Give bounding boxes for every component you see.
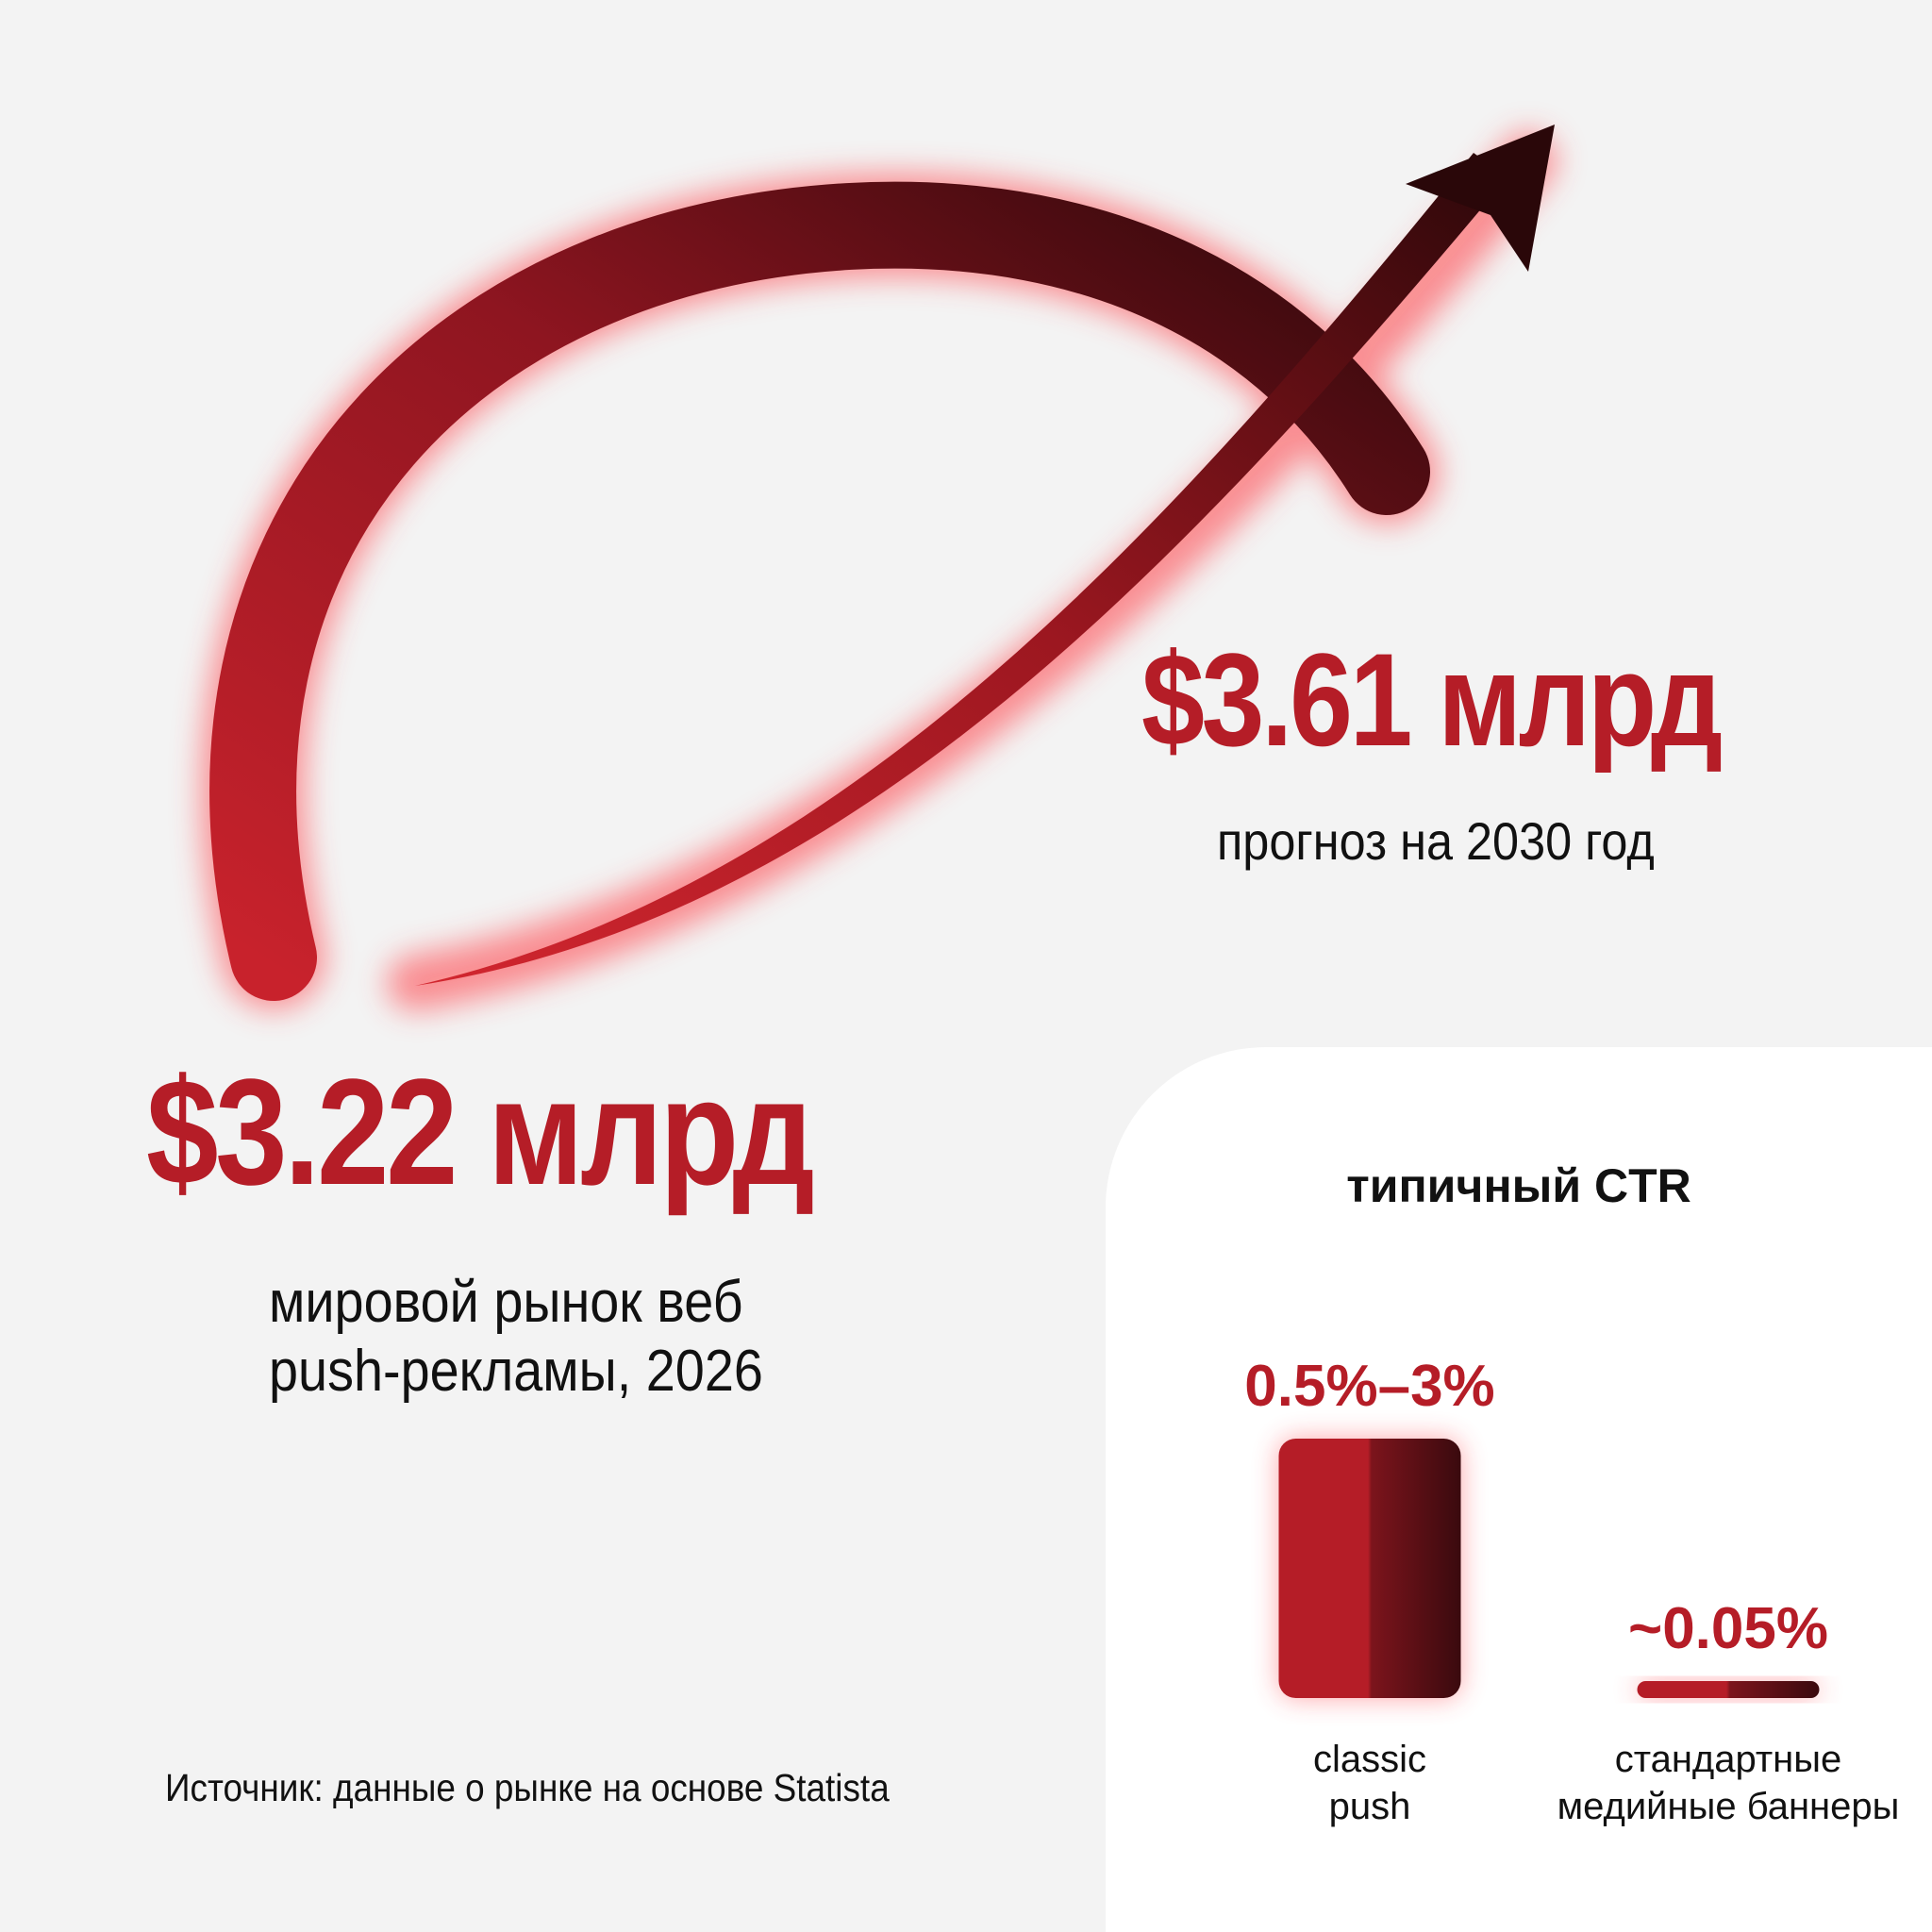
ctr-bar [1278,1439,1461,1698]
arrow-head [1406,125,1555,272]
source-note: Источник: данные о рынке на основе Stati… [165,1766,890,1809]
bar-category-label: classic [1313,1739,1426,1780]
market-value: $3.22 млрд [146,1047,815,1216]
ctr-chart-title: типичный CTR [1346,1159,1691,1212]
market-caption: мировой рынок веб push-рекламы, 2026 [269,1269,821,1406]
forecast-caption: прогноз на 2030 год [1217,811,1655,871]
bar-category-label: push [1329,1786,1411,1827]
forecast-value: $3.61 млрд [1141,625,1723,774]
ctr-bar-chart: 0.5%–3% classic push ~0.05% стандартные медий… [1244,1354,1900,1827]
bar-category-label: стандартные [1615,1739,1842,1780]
ctr-bar [1637,1681,1820,1698]
ctr-panel: типичный CTR 0.5%–3% classic push ~0.05% ста… [1106,1047,1932,1932]
bar-category-label: медийные баннеры [1557,1786,1900,1827]
growth-arc [209,181,1430,1001]
bar-value-label: ~0.05% [1628,1596,1828,1661]
bar-value-label: 0.5%–3% [1244,1354,1494,1419]
market-caption-line1: мировой рынок веб [269,1270,743,1335]
market-caption-line2: push-рекламы, 2026 [269,1338,763,1404]
